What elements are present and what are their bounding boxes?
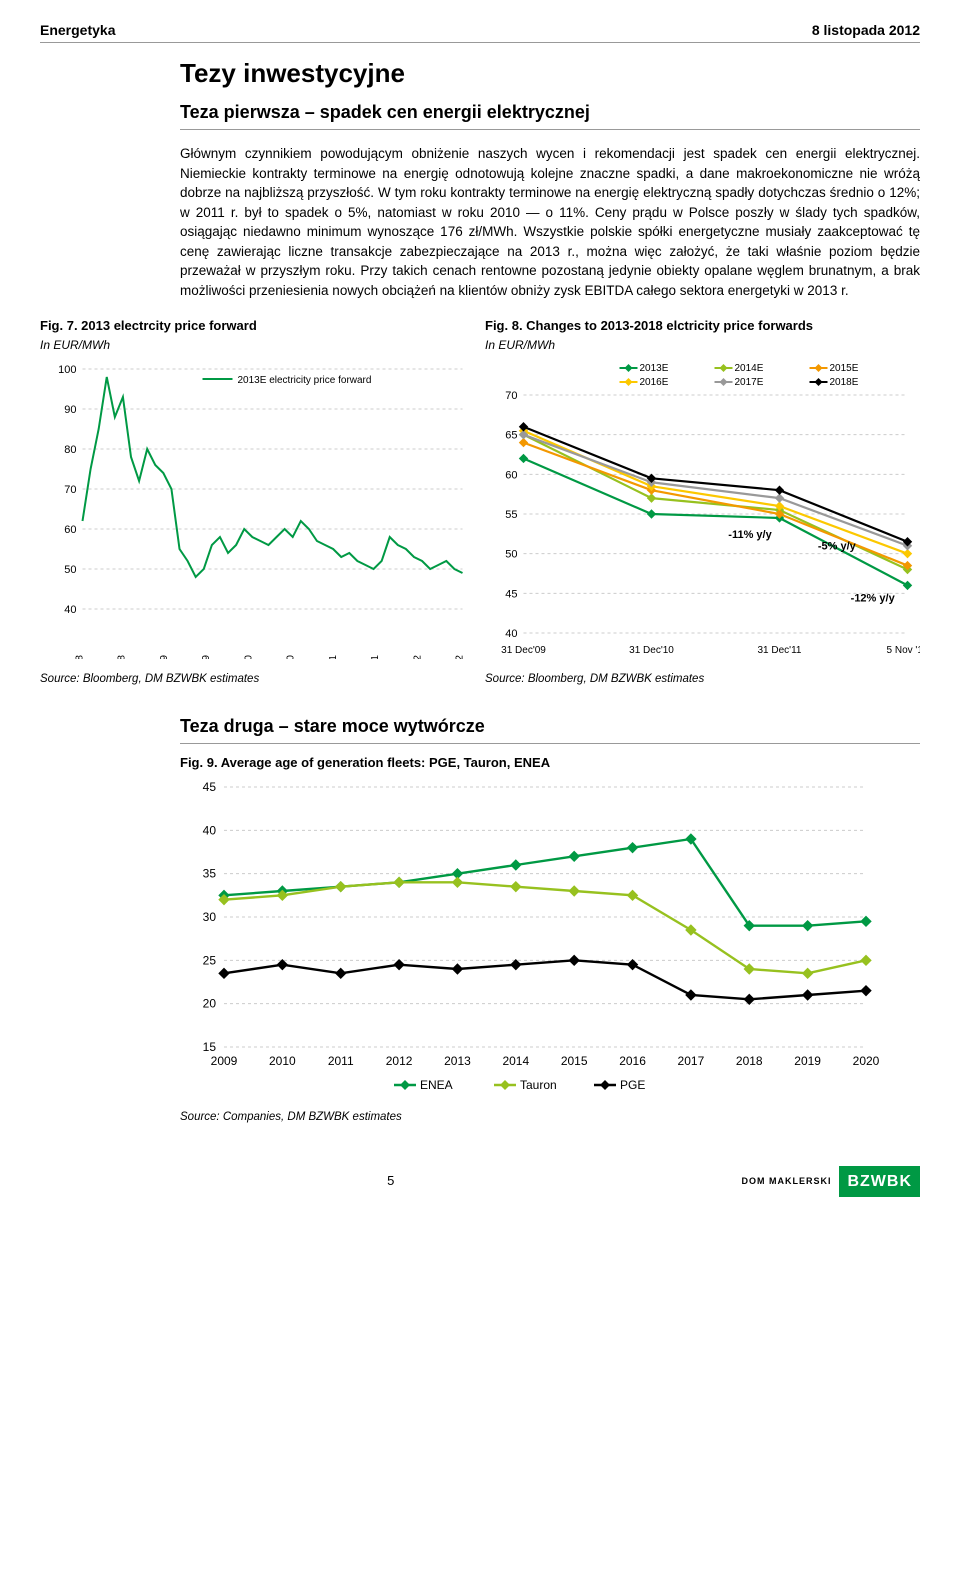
fig8-title: Fig. 8. Changes to 2013-2018 elctricity … [485, 317, 920, 336]
svg-text:31 Dec'11: 31 Dec'11 [758, 645, 802, 656]
svg-text:2013: 2013 [444, 1054, 471, 1068]
fig7-column: Fig. 7. 2013 electrcity price forward In… [40, 317, 475, 688]
page-footer: 5 DOM MAKLERSKI BZWBK [40, 1166, 920, 1197]
svg-text:Jul-11: Jul-11 [370, 654, 381, 658]
brand-top-label: DOM MAKLERSKI [741, 1175, 831, 1188]
svg-text:15: 15 [203, 1040, 217, 1054]
svg-text:2013E electricity price forwar: 2013E electricity price forward [238, 375, 372, 386]
brand-logo-box: BZWBK [839, 1166, 920, 1197]
svg-text:2017: 2017 [678, 1054, 705, 1068]
svg-text:31 Dec'09: 31 Dec'09 [501, 645, 546, 656]
svg-text:55: 55 [505, 509, 517, 521]
svg-text:ENEA: ENEA [420, 1078, 453, 1092]
svg-text:Jul-12: Jul-12 [455, 654, 466, 658]
svg-text:Jan-10: Jan-10 [243, 654, 254, 658]
fig8-column: Fig. 8. Changes to 2013-2018 elctricity … [485, 317, 920, 688]
svg-text:2012: 2012 [386, 1054, 413, 1068]
brand-label: BZWBK [847, 1170, 912, 1193]
svg-text:100: 100 [58, 364, 76, 376]
fig8-unit: In EUR/MWh [485, 337, 920, 354]
svg-text:90: 90 [64, 404, 76, 416]
svg-text:40: 40 [505, 628, 517, 640]
fig7-unit: In EUR/MWh [40, 337, 475, 354]
svg-text:40: 40 [64, 604, 76, 616]
svg-text:Jan-11: Jan-11 [328, 654, 339, 658]
svg-text:-12% y/y: -12% y/y [851, 592, 896, 604]
svg-text:-5% y/y: -5% y/y [818, 541, 857, 553]
footer-logo: DOM MAKLERSKI BZWBK [741, 1166, 920, 1197]
main-title: Tezy inwestycyjne [180, 55, 920, 93]
svg-text:20: 20 [203, 997, 217, 1011]
fig7-title: Fig. 7. 2013 electrcity price forward [40, 317, 475, 336]
svg-text:2009: 2009 [211, 1054, 238, 1068]
svg-text:45: 45 [203, 780, 217, 794]
svg-text:2016E: 2016E [640, 377, 669, 388]
fig9-title: Fig. 9. Average age of generation fleets… [180, 754, 920, 773]
charts-row: Fig. 7. 2013 electrcity price forward In… [40, 317, 920, 688]
svg-text:2011: 2011 [328, 1054, 354, 1068]
svg-text:60: 60 [64, 524, 76, 536]
svg-text:50: 50 [505, 548, 517, 560]
svg-text:Jul-09: Jul-09 [201, 654, 212, 658]
svg-text:Jul-08: Jul-08 [117, 654, 128, 658]
svg-text:2020: 2020 [853, 1054, 880, 1068]
svg-text:5 Nov '13: 5 Nov '13 [887, 645, 920, 656]
svg-text:2017E: 2017E [735, 377, 764, 388]
svg-text:Jul-10: Jul-10 [286, 654, 297, 658]
page-header: Energetyka 8 listopada 2012 [40, 20, 920, 43]
fig9-source: Source: Companies, DM BZWBK estimates [180, 1109, 920, 1126]
svg-text:45: 45 [505, 588, 517, 600]
svg-text:-11% y/y: -11% y/y [728, 529, 772, 541]
svg-text:2018E: 2018E [830, 377, 859, 388]
page-number: 5 [40, 1172, 741, 1191]
header-right: 8 listopada 2012 [812, 20, 920, 40]
svg-text:50: 50 [64, 564, 76, 576]
svg-text:Jan-12: Jan-12 [412, 654, 423, 658]
svg-text:70: 70 [505, 390, 517, 402]
header-left: Energetyka [40, 20, 115, 40]
fig8-chart: 70 65 60 55 50 45 40 31 Dec'09 31 Dec'10 31 Dec'1… [485, 359, 920, 659]
svg-text:2016: 2016 [619, 1054, 646, 1068]
fig8-source: Source: Bloomberg, DM BZWBK estimates [485, 671, 920, 688]
sub-title-1: Teza pierwsza – spadek cen energii elekt… [180, 99, 920, 130]
svg-text:2015E: 2015E [830, 363, 859, 374]
svg-text:35: 35 [203, 867, 217, 881]
svg-text:40: 40 [203, 824, 217, 838]
svg-text:Tauron: Tauron [520, 1078, 557, 1092]
fig7-chart: 100 90 80 70 60 50 40 Jan-08 Jul-08 Jan-09 Jul-09 J… [40, 359, 475, 659]
body-paragraph: Głównym czynnikiem powodującym obniżenie… [180, 144, 920, 301]
sub-title-2: Teza druga – stare moce wytwórcze [180, 713, 920, 744]
svg-text:2019: 2019 [794, 1054, 821, 1068]
svg-text:70: 70 [64, 484, 76, 496]
fig7-source: Source: Bloomberg, DM BZWBK estimates [40, 671, 475, 688]
svg-text:31 Dec'10: 31 Dec'10 [629, 645, 674, 656]
svg-text:2010: 2010 [269, 1054, 296, 1068]
svg-text:30: 30 [203, 910, 217, 924]
svg-text:Jan-09: Jan-09 [159, 654, 170, 658]
svg-text:65: 65 [505, 429, 517, 441]
svg-text:2013E: 2013E [640, 363, 669, 374]
fig9-chart: 4540353025201520092010201120122013201420… [180, 777, 880, 1097]
svg-text:2018: 2018 [736, 1054, 763, 1068]
svg-text:2015: 2015 [561, 1054, 588, 1068]
svg-text:60: 60 [505, 469, 517, 481]
svg-text:80: 80 [64, 444, 76, 456]
svg-text:2014E: 2014E [735, 363, 764, 374]
svg-text:2014: 2014 [502, 1054, 529, 1068]
svg-text:Jan-08: Jan-08 [75, 654, 86, 658]
svg-text:25: 25 [203, 954, 217, 968]
svg-text:PGE: PGE [620, 1078, 645, 1092]
